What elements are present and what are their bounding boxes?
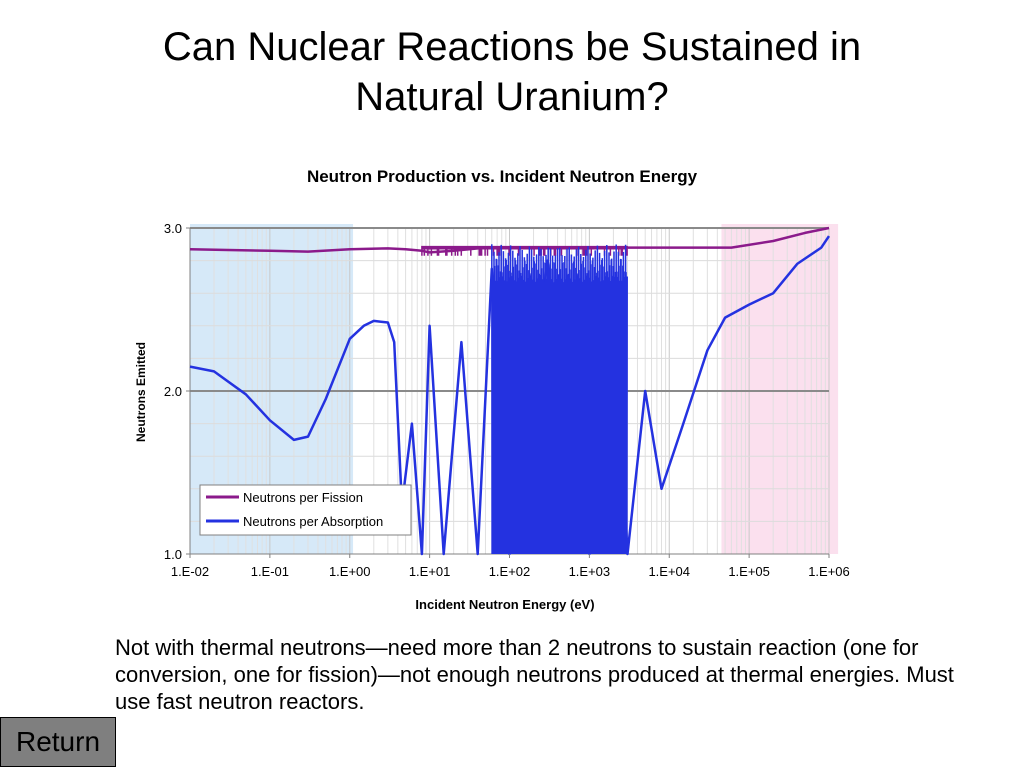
x-tick-label: 1.E-02 (171, 564, 209, 579)
y-tick-label: 2.0 (164, 384, 182, 399)
slide-title: Can Nuclear Reactions be Sustained in Na… (0, 22, 1024, 122)
slide-title-line-1: Can Nuclear Reactions be Sustained in (162, 25, 862, 69)
slide-title-line-2: Natural Uranium? (355, 75, 669, 119)
x-tick-label: 1.E-01 (251, 564, 289, 579)
shaded-region-1 (721, 224, 839, 554)
chart-legend: Neutrons per Fission Neutrons per Absorp… (199, 484, 412, 536)
x-tick-label: 1.E+01 (409, 564, 451, 579)
chart-panel: 1.E-02 1.E-01 1.E+00 1.E+01 1.E+02 1.E+03 1.E+… (113, 141, 862, 627)
legend-box (199, 484, 412, 536)
y-tick-label: 3.0 (164, 221, 182, 236)
x-tick-label: 1.E+06 (808, 564, 850, 579)
series-absorption-resonances (491, 244, 628, 555)
x-tick-label: 1.E+02 (489, 564, 531, 579)
chart-title: Neutron Production vs. Incident Neutron … (307, 167, 698, 186)
x-tick-label: 1.E+05 (728, 564, 770, 579)
series-fission-resonances (421, 245, 628, 256)
y-tick-label: 1.0 (164, 547, 182, 562)
x-tick-label: 1.E+03 (569, 564, 611, 579)
y-axis-label: Neutrons Emitted (134, 342, 148, 442)
series-line-absorption (189, 235, 831, 556)
legend-label-fission: Neutrons per Fission (243, 490, 363, 505)
x-tick-label: 1.E+04 (648, 564, 690, 579)
x-axis-label: Incident Neutron Energy (eV) (415, 597, 594, 612)
legend-label-absorption: Neutrons per Absorption (243, 514, 383, 529)
neutron-production-chart: 1.E-02 1.E-01 1.E+00 1.E+01 1.E+02 1.E+03 1.E+… (134, 167, 850, 612)
series-line-fission (189, 226, 830, 254)
return-button[interactable]: Return (0, 717, 116, 767)
x-tick-label: 1.E+00 (329, 564, 371, 579)
explanation-text: Not with thermal neutrons—need more than… (115, 635, 954, 714)
